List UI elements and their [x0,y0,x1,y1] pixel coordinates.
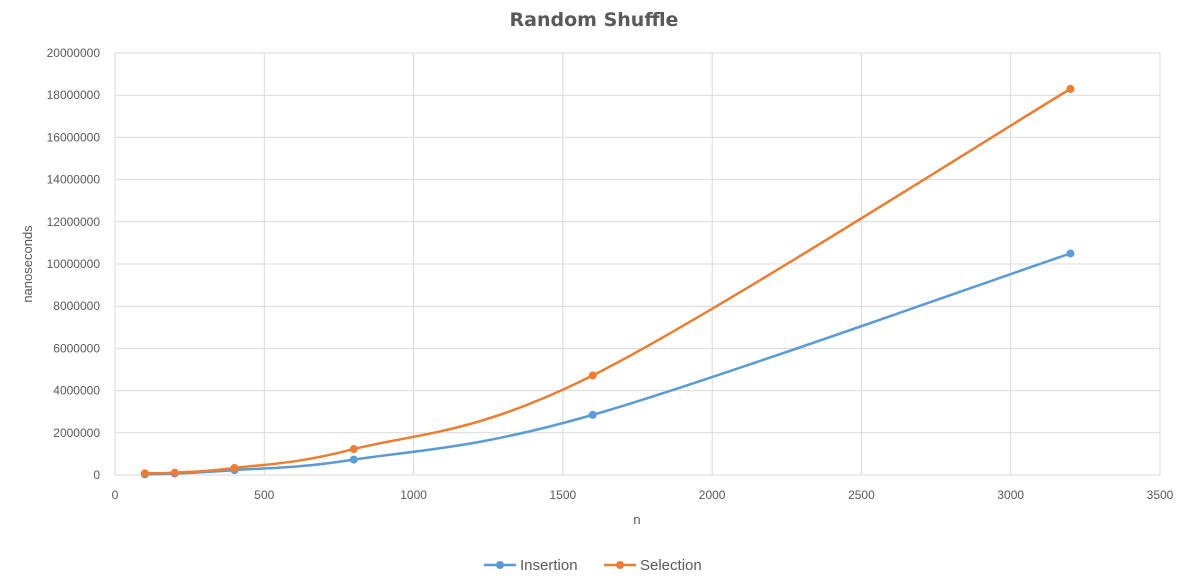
y-tick-label: 2000000 [53,426,100,440]
insertion-data-point [1066,249,1075,258]
y-tick-label: 8000000 [53,299,100,313]
legend-item-insertion: Insertion [484,557,578,574]
x-tick-label: 2000 [699,488,726,502]
x-tick-label: 3500 [1147,488,1174,502]
selection-series-line [143,87,1072,475]
y-tick-label: 16000000 [47,130,101,144]
y-tick-label: 4000000 [53,384,100,398]
legend-label: Insertion [520,557,578,574]
selection-data-point [140,469,149,478]
y-tick-label: 18000000 [47,88,101,102]
series-points [140,84,1075,479]
selection-data-point [230,464,239,473]
insertion-data-point [588,410,597,419]
x-tick-label: 500 [254,488,274,502]
y-axis-ticks: 0 2000000 4000000 6000000 8000000 10000000 120… [47,46,101,482]
selection-data-point [349,445,358,454]
series-lines [143,87,1072,476]
legend-item-selection: Selection [604,557,702,574]
y-tick-label: 20000000 [47,46,101,60]
legend: Insertion Selection [484,557,702,574]
y-tick-label: 14000000 [47,173,101,187]
selection-data-point [1066,84,1075,93]
y-tick-label: 0 [93,468,100,482]
y-tick-label: 10000000 [47,257,101,271]
insertion-series-line [143,252,1072,476]
selection-data-point [588,371,597,380]
insertion-data-point [349,455,358,464]
x-tick-label: 1500 [550,488,577,502]
x-axis-ticks: 0 500 1000 1500 2000 2500 3000 3500 [112,488,1174,502]
legend-swatch-marker [616,561,624,569]
y-tick-label: 6000000 [53,341,100,355]
selection-data-point [170,468,179,477]
x-tick-label: 1000 [400,488,427,502]
legend-swatch-marker [496,561,504,569]
chart-title: Random Shuffle [510,9,679,31]
y-axis-label: nanoseconds [20,225,35,303]
x-tick-label: 0 [112,488,119,502]
legend-label: Selection [640,557,702,574]
x-axis-label: n [633,512,640,527]
y-tick-label: 12000000 [47,215,101,229]
gridlines [114,52,1161,476]
x-tick-label: 3000 [997,488,1024,502]
x-tick-label: 2500 [848,488,875,502]
